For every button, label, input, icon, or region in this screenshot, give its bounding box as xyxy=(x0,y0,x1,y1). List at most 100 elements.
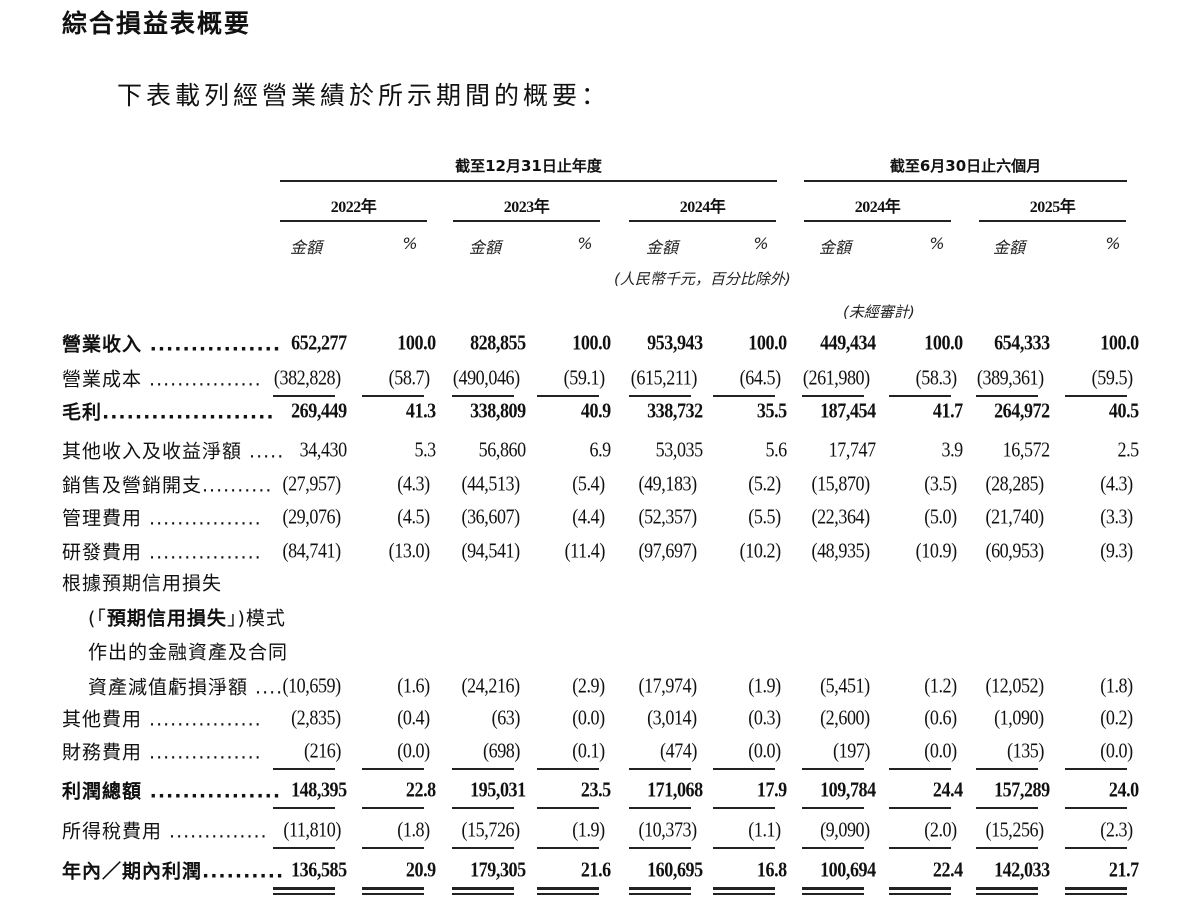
amount-cell: (5,451) xyxy=(820,673,870,697)
subtotal-rule xyxy=(802,847,864,849)
total-double-rule xyxy=(713,893,775,895)
subtotal-rule xyxy=(976,807,1038,809)
percent-cell: (4.3) xyxy=(397,471,431,496)
amount-cell: 109,784 xyxy=(820,777,876,802)
amount-cell: (2,835) xyxy=(291,705,341,730)
percent-cell: 100.0 xyxy=(572,330,612,355)
subtotal-rule xyxy=(889,395,951,397)
percent-cell: 100.0 xyxy=(397,330,437,355)
amount-cell: (94,541) xyxy=(461,538,521,563)
amount-cell: 171,068 xyxy=(647,777,703,802)
amount-cell: (382,828) xyxy=(274,365,341,390)
amount-cell: (10,659) xyxy=(282,673,342,697)
percent-cell: (0.1) xyxy=(572,738,606,763)
amount-cell: (15,726) xyxy=(461,817,521,842)
percent-column-header: % xyxy=(753,234,769,253)
subtotal-rule xyxy=(273,395,335,397)
percent-cell: 22.4 xyxy=(933,857,963,882)
amount-cell: (24,216) xyxy=(461,673,521,697)
amount-cell: (1,090) xyxy=(994,705,1044,730)
subtotal-rule xyxy=(362,768,424,770)
total-double-rule xyxy=(889,893,951,895)
subtotal-rule xyxy=(889,847,951,849)
amount-cell: 148,395 xyxy=(291,777,347,802)
subtotal-rule xyxy=(537,768,599,770)
percent-cell: 22.8 xyxy=(406,777,436,802)
amount-cell: 195,031 xyxy=(470,777,526,802)
percent-cell: (13.0) xyxy=(388,538,430,563)
percent-cell: (0.0) xyxy=(748,738,782,763)
subtotal-rule xyxy=(1065,887,1127,890)
subtotal-rule xyxy=(889,887,951,890)
amount-cell: (216) xyxy=(304,738,341,763)
rule xyxy=(629,220,776,222)
subtotal-rule xyxy=(629,807,691,809)
subtotal-rule xyxy=(1065,847,1127,849)
percent-cell: (5.0) xyxy=(924,504,958,529)
percent-cell: (1.8) xyxy=(397,817,431,842)
unit-note: (人民幣千元，百分比除外) xyxy=(614,270,791,288)
amount-column-header: 金額 xyxy=(992,238,1025,257)
percent-cell: 17.9 xyxy=(757,777,787,802)
percent-cell: (59.5) xyxy=(1091,365,1133,390)
total-double-rule xyxy=(976,893,1038,895)
total-double-rule xyxy=(452,893,514,895)
percent-cell: (3.3) xyxy=(1100,504,1134,529)
percent-cell: (5.4) xyxy=(572,471,606,496)
percent-cell: 41.3 xyxy=(406,398,436,423)
amount-cell: 828,855 xyxy=(470,330,526,355)
subtotal-rule xyxy=(362,807,424,809)
percent-cell: 40.5 xyxy=(1109,398,1139,423)
amount-cell: (29,076) xyxy=(282,504,342,529)
subtotal-rule xyxy=(629,887,691,890)
subtotal-rule xyxy=(362,395,424,397)
subtotal-rule xyxy=(889,768,951,770)
amount-cell: (135) xyxy=(1007,738,1044,763)
subtotal-rule xyxy=(273,847,335,849)
total-double-rule xyxy=(629,893,691,895)
total-double-rule xyxy=(273,893,335,895)
total-double-rule xyxy=(537,893,599,895)
amount-cell: (60,953) xyxy=(985,538,1045,563)
year-header: 2024年 xyxy=(854,199,901,216)
amount-cell: (15,256) xyxy=(985,817,1045,842)
amount-cell: (97,697) xyxy=(638,538,698,563)
subtotal-rule xyxy=(452,768,514,770)
amount-cell: 269,449 xyxy=(291,398,347,423)
subtotal-rule xyxy=(452,807,514,809)
amount-cell: 100,694 xyxy=(820,857,876,882)
percent-cell: (5.2) xyxy=(748,471,782,496)
percent-cell: (4.4) xyxy=(572,504,606,529)
amount-cell: 136,585 xyxy=(291,857,347,882)
amount-cell: (63) xyxy=(491,705,521,730)
amount-cell: 338,732 xyxy=(647,398,703,423)
percent-cell: 2.5 xyxy=(1117,437,1140,462)
amount-cell: (2,600) xyxy=(820,705,870,730)
subtotal-rule xyxy=(1065,807,1127,809)
amount-cell: 449,434 xyxy=(820,330,876,355)
amount-column-header: 金額 xyxy=(818,238,851,257)
amount-cell: (28,285) xyxy=(985,471,1045,496)
subtotal-rule xyxy=(713,847,775,849)
subtotal-rule xyxy=(273,887,335,890)
percent-cell: 24.4 xyxy=(933,777,963,802)
subtotal-rule xyxy=(452,847,514,849)
row-label: 其他費用 ................ xyxy=(62,708,262,731)
amount-cell: (261,980) xyxy=(803,365,870,390)
row-label: 利潤總額 ................ xyxy=(62,780,282,803)
amount-cell: 16,572 xyxy=(1002,437,1051,462)
percent-cell: (2.9) xyxy=(572,673,606,697)
percent-cell: 21.6 xyxy=(581,857,611,882)
percent-cell: (11.4) xyxy=(564,538,606,563)
row-label: 營業成本 ................ xyxy=(62,368,262,391)
percent-cell: (64.5) xyxy=(739,365,781,390)
amount-cell: (10,373) xyxy=(638,817,698,842)
percent-cell: (3.5) xyxy=(924,471,958,496)
amount-cell: (490,046) xyxy=(453,365,520,390)
percent-cell: (0.0) xyxy=(397,738,431,763)
percent-cell: 20.9 xyxy=(406,857,436,882)
row-label-part: (「 xyxy=(88,607,107,629)
rule xyxy=(804,220,951,222)
intro-text: 下表載列經營業績於所示期間的概要： xyxy=(117,81,611,110)
percent-cell: (10.2) xyxy=(739,538,781,563)
